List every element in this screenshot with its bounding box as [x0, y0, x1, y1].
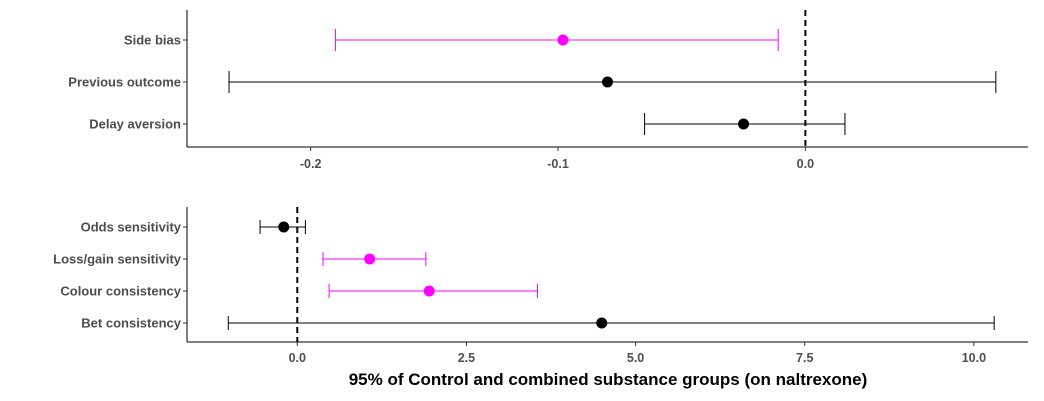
estimate-point-delay-aversion — [738, 118, 750, 130]
x-tick-label: 2.5 — [458, 351, 475, 365]
y-tick-label: Bet consistency — [81, 316, 181, 331]
x-tick-label: 0.0 — [797, 157, 814, 171]
x-tick-label: 0.0 — [289, 351, 306, 365]
x-tick-label: 7.5 — [796, 351, 813, 365]
y-tick-label: Colour consistency — [60, 284, 181, 299]
estimate-point-previous-outcome — [602, 76, 613, 88]
bottom-panel: 0.0 2.5 5.0 7.5 10.0 Odds sensitivity Loss/gai… — [53, 207, 1028, 365]
x-tick-label: -0.2 — [300, 157, 322, 171]
x-axis-title: 95% of Control and combined substance gr… — [349, 370, 868, 389]
y-tick-label: Loss/gain sensitivity — [53, 252, 182, 267]
estimate-point-side-bias — [557, 34, 569, 46]
estimate-point-bet-consistency — [596, 317, 608, 329]
estimate-point-loss-gain-sensitivity — [364, 253, 376, 265]
estimate-point-colour-consistency — [423, 285, 435, 297]
top-panel: -0.2 -0.1 0.0 Side bias Previous outcome Dela… — [68, 10, 1028, 171]
y-tick-label: Side bias — [124, 33, 181, 48]
x-tick-label: 5.0 — [627, 351, 644, 365]
x-tick-label: 10.0 — [962, 351, 986, 365]
estimate-point-odds-sensitivity — [278, 221, 290, 233]
y-tick-label: Delay aversion — [89, 117, 181, 132]
y-tick-label: Previous outcome — [68, 75, 181, 90]
x-tick-label: -0.1 — [547, 157, 569, 171]
y-tick-label: Odds sensitivity — [81, 220, 182, 235]
